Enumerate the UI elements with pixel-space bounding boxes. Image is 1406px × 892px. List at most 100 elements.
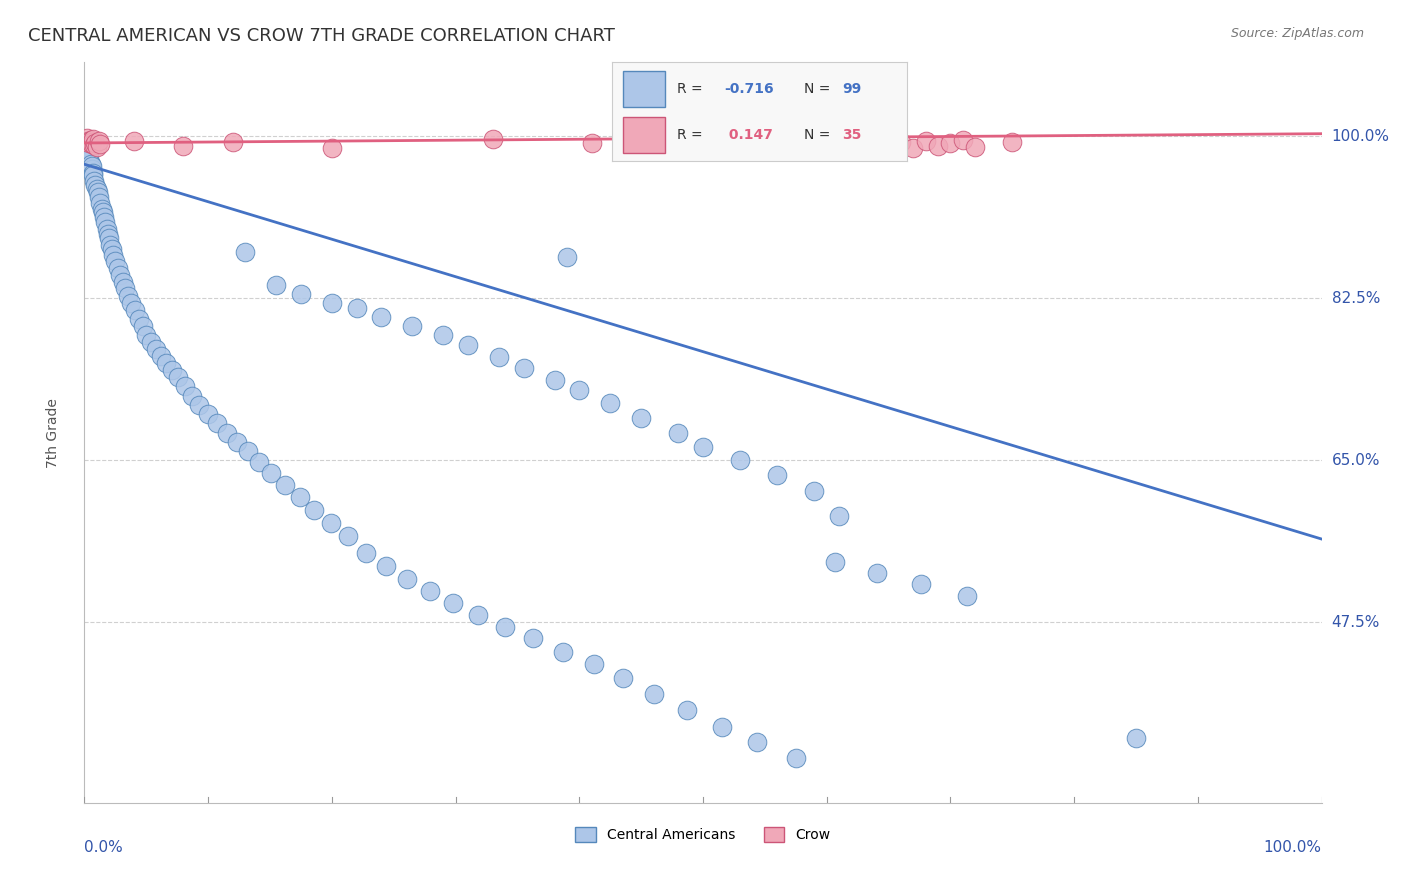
Point	[80, 135, 103, 149]
Point	[747, 735, 769, 749]
Point	[160, 362, 183, 376]
Point	[86, 139, 108, 153]
Point	[666, 425, 689, 440]
Point	[150, 349, 173, 363]
Text: 65.0%: 65.0%	[1331, 453, 1381, 468]
Point	[236, 444, 259, 458]
Point	[79, 136, 101, 150]
Point	[824, 555, 846, 569]
Point	[84, 136, 107, 150]
Text: 99: 99	[842, 82, 860, 96]
Point	[481, 132, 503, 146]
Point	[321, 140, 343, 154]
Point	[401, 319, 423, 334]
Point	[914, 134, 936, 148]
Point	[555, 250, 578, 264]
Point	[1001, 135, 1024, 149]
Point	[89, 189, 111, 203]
Point	[432, 328, 454, 343]
Point	[396, 572, 419, 586]
Bar	[623, 118, 665, 153]
Point	[346, 301, 368, 315]
Point	[522, 631, 544, 645]
Point	[543, 373, 565, 387]
Text: 0.0%: 0.0%	[84, 840, 124, 855]
Point	[494, 620, 516, 634]
Point	[321, 296, 343, 310]
Point	[828, 133, 851, 147]
Point	[955, 590, 977, 604]
Point	[877, 137, 900, 152]
Text: Source: ZipAtlas.com: Source: ZipAtlas.com	[1230, 27, 1364, 40]
Point	[94, 214, 117, 228]
Point	[704, 137, 727, 152]
Point	[188, 398, 211, 412]
Point	[728, 453, 751, 467]
Text: N =: N =	[804, 82, 830, 96]
Point	[568, 383, 591, 397]
Point	[785, 751, 807, 765]
Point	[852, 136, 875, 151]
Point	[135, 327, 157, 342]
Point	[260, 467, 283, 481]
Point	[581, 136, 603, 150]
Point	[512, 360, 534, 375]
Point	[96, 222, 118, 236]
Point	[172, 138, 194, 153]
Point	[90, 202, 112, 216]
Point	[441, 596, 464, 610]
Point	[288, 491, 311, 505]
Point	[89, 134, 111, 148]
Point	[122, 134, 145, 148]
Point	[80, 159, 103, 173]
Point	[181, 389, 204, 403]
Point	[120, 296, 142, 310]
Point	[803, 483, 825, 498]
Point	[79, 153, 101, 167]
Point	[84, 178, 107, 192]
Point	[89, 196, 111, 211]
Point	[467, 607, 489, 622]
Point	[903, 140, 925, 154]
Point	[98, 231, 121, 245]
Text: R =: R =	[676, 82, 702, 96]
Point	[754, 135, 776, 149]
Point	[114, 281, 136, 295]
Text: CENTRAL AMERICAN VS CROW 7TH GRADE CORRELATION CHART: CENTRAL AMERICAN VS CROW 7TH GRADE CORRE…	[28, 27, 614, 45]
Point	[599, 396, 621, 410]
Point	[264, 277, 287, 292]
Text: N =: N =	[804, 128, 830, 142]
Text: 100.0%: 100.0%	[1331, 129, 1389, 144]
Point	[583, 657, 606, 671]
Point	[274, 478, 297, 492]
Point	[233, 245, 256, 260]
Text: 35: 35	[842, 128, 862, 142]
Point	[104, 254, 127, 268]
Point	[965, 139, 987, 153]
Point	[128, 311, 150, 326]
Point	[98, 237, 121, 252]
Point	[205, 417, 228, 431]
Text: 7th Grade: 7th Grade	[46, 398, 60, 467]
Point	[141, 334, 163, 349]
Text: 82.5%: 82.5%	[1331, 291, 1379, 306]
Point	[79, 133, 101, 147]
Point	[110, 268, 132, 283]
Point	[222, 135, 245, 149]
Point	[866, 566, 889, 581]
Point	[80, 161, 103, 176]
Point	[86, 182, 108, 196]
Point	[117, 288, 139, 302]
Point	[375, 558, 398, 573]
Point	[97, 227, 120, 241]
Point	[488, 350, 510, 364]
Point	[173, 379, 195, 393]
Point	[553, 645, 575, 659]
Point	[167, 370, 190, 384]
Point	[828, 508, 851, 523]
Text: 0.147: 0.147	[724, 128, 773, 142]
Point	[89, 136, 111, 151]
Point	[80, 136, 103, 151]
Point	[290, 286, 312, 301]
Point	[247, 455, 270, 469]
